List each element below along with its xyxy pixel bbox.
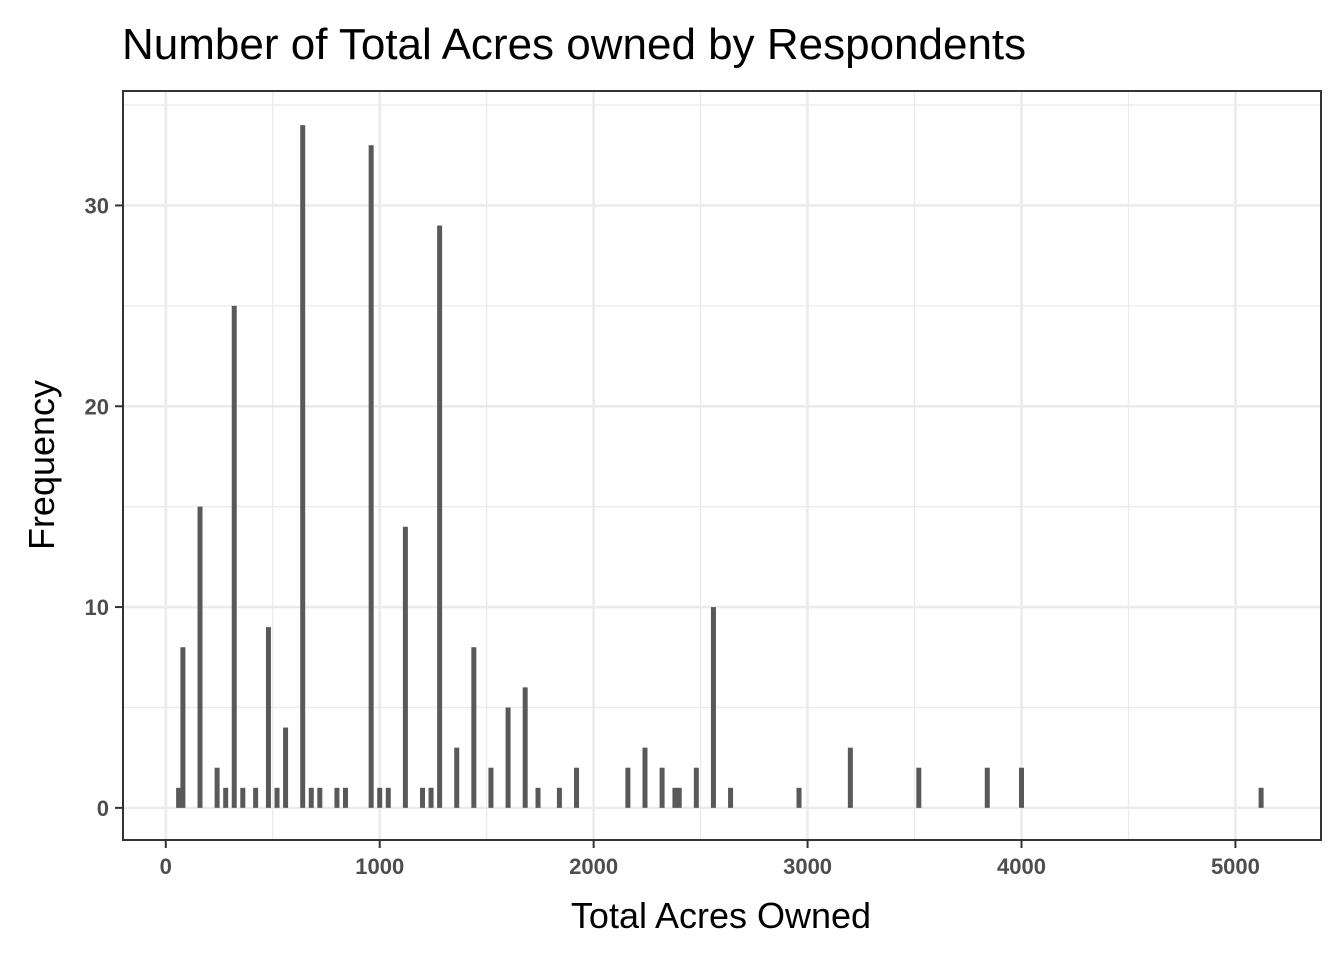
histogram-bar <box>454 747 460 808</box>
histogram-bar <box>231 305 237 808</box>
y-tick-label: 20 <box>85 394 109 419</box>
histogram-bar <box>402 526 408 808</box>
histogram-bar <box>428 787 434 808</box>
histogram-bar <box>317 787 323 808</box>
histogram-bar <box>847 747 853 808</box>
histogram-bar <box>253 787 259 808</box>
histogram-bar <box>710 607 716 808</box>
panel-border <box>122 90 1322 841</box>
x-tick-label: 3000 <box>783 854 832 879</box>
x-tick-label: 4000 <box>997 854 1046 879</box>
grid <box>123 91 1321 840</box>
histogram-bar <box>265 627 271 808</box>
histogram-bar <box>535 787 541 808</box>
histogram-bar <box>505 707 511 808</box>
histogram-bar <box>274 787 280 808</box>
histogram-bar <box>625 767 631 808</box>
histogram-bar <box>693 767 699 808</box>
histogram-bar <box>1258 787 1264 808</box>
histogram-bar <box>377 787 383 808</box>
histogram-bar <box>240 787 246 808</box>
histogram-bar <box>385 787 391 808</box>
histogram-bar <box>984 767 990 808</box>
histogram-bar <box>642 747 648 808</box>
histogram-bar <box>197 506 203 808</box>
histogram-bar <box>574 767 580 808</box>
y-tick-label: 0 <box>97 796 109 821</box>
histogram-bar <box>488 767 494 808</box>
histogram-bar <box>420 787 425 808</box>
histogram-bar <box>342 787 348 808</box>
x-tick-label: 0 <box>160 854 172 879</box>
histogram-bar <box>659 767 665 808</box>
x-tick-label: 5000 <box>1211 854 1260 879</box>
chart-title: Number of Total Acres owned by Responden… <box>122 20 1026 69</box>
histogram-bar <box>728 787 734 808</box>
x-axis-title: Total Acres Owned <box>571 895 871 936</box>
histogram-bar <box>676 787 682 808</box>
histogram-bar <box>916 767 922 808</box>
y-axis-title: Frequency <box>21 380 62 550</box>
axis-ticks: 0 1000 2000 3000 4000 5000 0 10 20 30 <box>85 193 1260 879</box>
histogram-bar <box>796 787 802 808</box>
x-tick-label: 2000 <box>569 854 618 879</box>
x-tick-label: 1000 <box>355 854 404 879</box>
histogram-bar <box>214 767 220 808</box>
histogram-bar <box>176 787 182 808</box>
histogram-bar <box>1019 767 1024 808</box>
histogram-bar <box>368 145 374 808</box>
histogram-bar <box>300 125 306 808</box>
histogram-bar <box>556 787 562 808</box>
histogram-bar <box>522 687 528 808</box>
histogram-bar <box>471 647 477 808</box>
histogram-bar <box>437 225 443 808</box>
bars <box>176 125 1264 808</box>
histogram-bar <box>308 787 314 808</box>
histogram-bar <box>223 787 229 808</box>
y-tick-label: 30 <box>85 193 109 218</box>
histogram-bar <box>334 787 340 808</box>
histogram-bar <box>283 727 289 808</box>
y-tick-label: 10 <box>85 595 109 620</box>
histogram-bar <box>672 787 678 808</box>
histogram-bar <box>180 647 186 808</box>
